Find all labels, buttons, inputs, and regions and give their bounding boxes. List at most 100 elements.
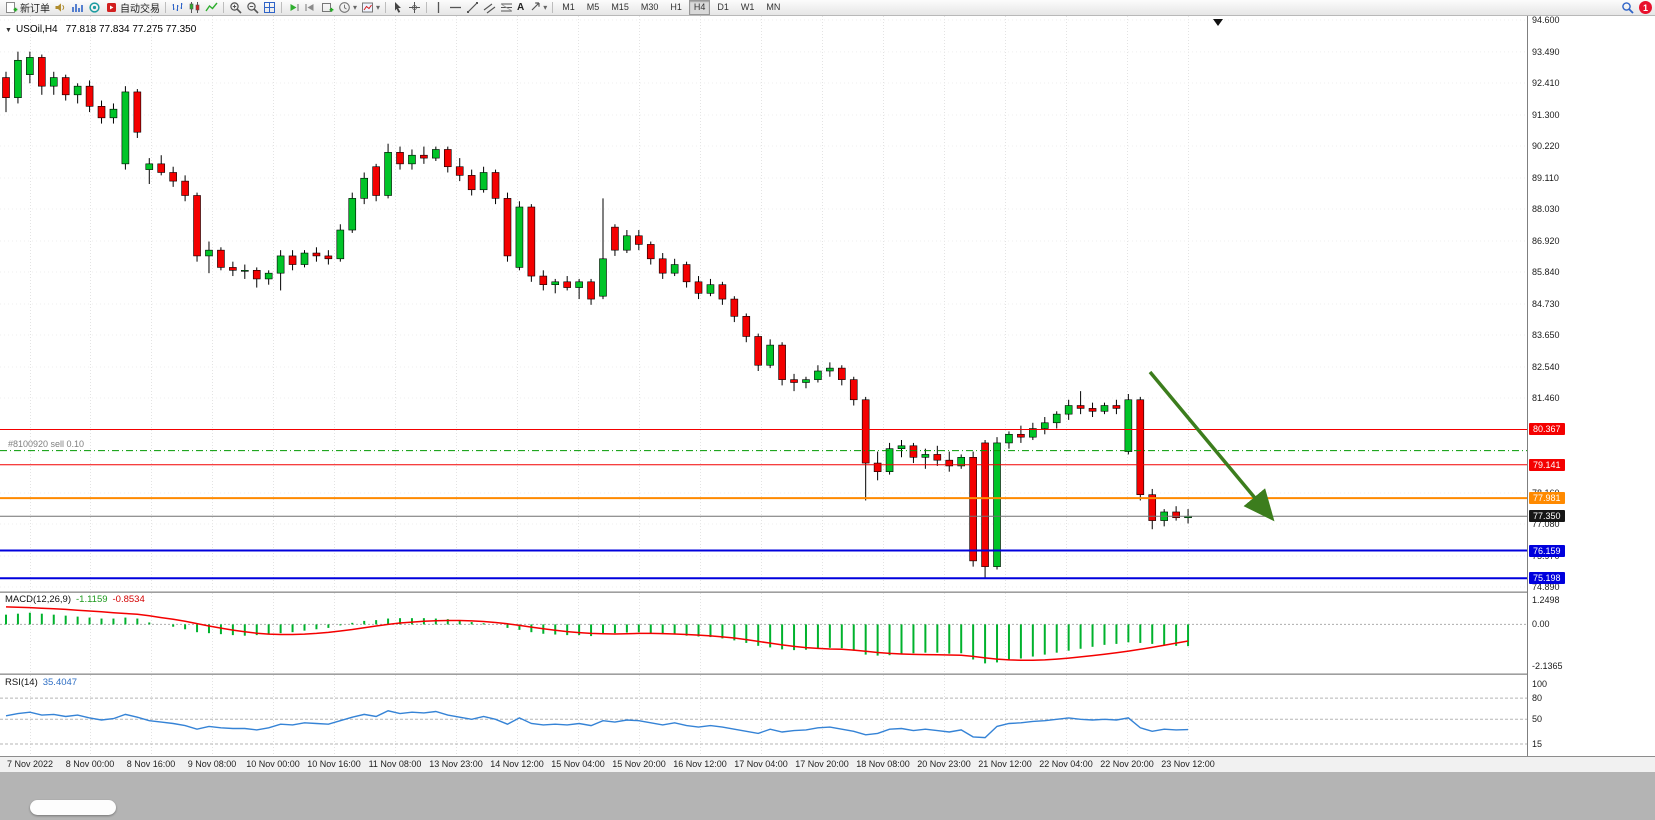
notification-badge[interactable]: 1 bbox=[1639, 1, 1652, 14]
candlestick bbox=[790, 373, 798, 392]
draw-vline-button[interactable] bbox=[430, 0, 447, 15]
candlestick bbox=[670, 258, 679, 277]
price-axis[interactable]: 94.600 93.490 92.410 91.300 90.220 89.110 88.0… bbox=[1527, 15, 1655, 756]
time-axis-label: 15 Nov 04:00 bbox=[551, 759, 605, 769]
chart-menu-triangle-icon[interactable]: ▼ bbox=[5, 27, 12, 34]
crosshair-button[interactable] bbox=[406, 0, 423, 15]
timeframe-H4[interactable]: H4 bbox=[688, 0, 711, 15]
candle-body bbox=[563, 281, 571, 288]
candle-body bbox=[897, 445, 906, 449]
panel-splitter[interactable] bbox=[0, 673, 1655, 675]
candle-body bbox=[2, 77, 10, 98]
timeframe-M15[interactable]: M15 bbox=[611, 2, 629, 12]
new-chart-icon bbox=[322, 3, 334, 12]
candle-body bbox=[1148, 494, 1157, 521]
candlestick bbox=[276, 250, 285, 291]
time-axis-label: 9 Nov 08:00 bbox=[187, 759, 237, 769]
chart-line-button[interactable] bbox=[203, 0, 220, 15]
candlestick bbox=[443, 146, 452, 173]
toolbar-separator bbox=[223, 2, 224, 13]
cursor-button[interactable] bbox=[389, 0, 406, 15]
templates-button[interactable]: ▾ bbox=[359, 0, 382, 15]
candlestick bbox=[1100, 402, 1109, 415]
periods-button[interactable]: ▾ bbox=[336, 0, 359, 15]
candle-body bbox=[611, 226, 619, 251]
candle-body bbox=[300, 252, 309, 265]
candlestick bbox=[742, 313, 751, 343]
chart-shift-button[interactable] bbox=[302, 0, 319, 15]
timeframe-D1[interactable]: D1 bbox=[717, 2, 729, 12]
draw-text-button[interactable]: A bbox=[515, 0, 526, 15]
data-window-button[interactable] bbox=[86, 0, 103, 15]
draw-channel-button[interactable] bbox=[481, 0, 498, 15]
candlestick bbox=[1017, 425, 1025, 443]
chart-candles-button[interactable] bbox=[186, 0, 203, 15]
tile-windows-button[interactable] bbox=[261, 0, 278, 15]
chart-shift-marker-icon[interactable] bbox=[1213, 19, 1223, 26]
new-chart-button[interactable] bbox=[319, 0, 336, 15]
candle-body bbox=[718, 284, 727, 300]
candlestick bbox=[861, 396, 870, 501]
tile-windows-icon bbox=[264, 2, 275, 13]
time-axis-label: 17 Nov 20:00 bbox=[795, 759, 849, 769]
price-tick-label: 85.840 bbox=[1532, 267, 1560, 278]
candlestick bbox=[181, 175, 189, 202]
trend-arrow[interactable] bbox=[1148, 370, 1275, 522]
zoom-out-button[interactable] bbox=[244, 0, 261, 15]
rsi-panel[interactable] bbox=[0, 675, 1527, 756]
market-watch-button[interactable] bbox=[69, 0, 86, 15]
draw-trendline-button[interactable] bbox=[464, 0, 481, 15]
panel-splitter[interactable] bbox=[0, 591, 1655, 593]
draw-hline-button[interactable] bbox=[447, 0, 464, 15]
chart-ohlc-values: 77.818 77.834 77.275 77.350 bbox=[65, 24, 197, 35]
auto-scroll-button[interactable] bbox=[285, 0, 302, 15]
new-order-label: 新订单 bbox=[20, 4, 50, 15]
candlestick bbox=[1076, 391, 1085, 415]
price-tick-label: 91.300 bbox=[1532, 109, 1560, 120]
main-chart[interactable] bbox=[0, 16, 1527, 591]
candlestick bbox=[503, 192, 512, 262]
candlestick bbox=[169, 166, 177, 187]
candlestick bbox=[1172, 506, 1180, 521]
candle-body bbox=[790, 379, 798, 383]
zoom-in-button[interactable] bbox=[227, 0, 244, 15]
auto-scroll-icon bbox=[290, 4, 299, 11]
time-axis[interactable]: 7 Nov 2022 8 Nov 00:00 8 Nov 16:00 9 Nov 08… bbox=[0, 756, 1655, 772]
draw-fibonacci-button[interactable] bbox=[498, 0, 515, 15]
auto-trading-button[interactable]: 自动交易 bbox=[103, 0, 162, 15]
candlestick bbox=[849, 376, 858, 406]
rsi-axis-label: 100 bbox=[1532, 679, 1548, 689]
rsi-axis-label: 15 bbox=[1532, 739, 1543, 749]
candle-body bbox=[670, 264, 679, 274]
candlestick bbox=[133, 89, 142, 138]
time-axis-label: 8 Nov 16:00 bbox=[126, 759, 176, 769]
timeframe-M30[interactable]: M30 bbox=[640, 2, 659, 12]
time-axis-label: 23 Nov 12:00 bbox=[1161, 759, 1215, 769]
candlestick bbox=[575, 278, 583, 300]
macd-panel[interactable] bbox=[0, 593, 1527, 673]
candle-body bbox=[694, 281, 703, 294]
candlestick bbox=[372, 163, 380, 202]
timeframe-W1[interactable]: W1 bbox=[740, 2, 755, 12]
candlestick bbox=[981, 440, 989, 579]
horizontal-line-icon bbox=[450, 6, 462, 9]
candle-body bbox=[479, 172, 488, 191]
search-button[interactable] bbox=[1619, 0, 1636, 15]
candlestick bbox=[885, 442, 894, 475]
timeframe-MN[interactable]: MN bbox=[766, 2, 781, 12]
alerts-button[interactable] bbox=[52, 0, 69, 15]
timeframe-M5[interactable]: M5 bbox=[586, 2, 600, 12]
new-order-button[interactable]: 新订单 bbox=[3, 0, 52, 15]
candlestick bbox=[646, 241, 655, 265]
timeframe-M1[interactable]: M1 bbox=[562, 2, 575, 12]
macd-name: MACD(12,26,9) bbox=[5, 594, 71, 605]
timeframe-H1[interactable]: H1 bbox=[670, 2, 682, 12]
draw-arrows-button[interactable]: ▾ bbox=[526, 0, 549, 15]
candlestick bbox=[1124, 394, 1133, 455]
candlestick bbox=[300, 250, 309, 268]
macd-signal-value: -0.8534 bbox=[112, 594, 145, 605]
chart-bars-button[interactable] bbox=[169, 0, 186, 15]
candlestick bbox=[837, 365, 846, 386]
candle-body bbox=[157, 163, 166, 173]
